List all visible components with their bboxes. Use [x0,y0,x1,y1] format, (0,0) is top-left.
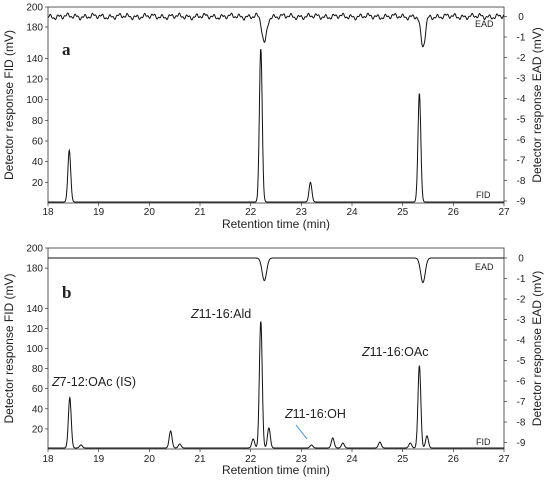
fid-tick-label: 120 [26,324,43,335]
x-tick-label: 22 [245,207,257,218]
annotation-text: 11-16:Ald [199,307,252,321]
annotation-italic-prefix: Z [51,375,60,389]
ead-tick-label: -1 [517,274,526,285]
ead-tick-label: -2 [517,295,526,306]
x-tick-label: 20 [144,207,156,218]
fid-tick-label: 180 [26,264,43,275]
ead-trace-label: EAD [475,19,494,29]
ead-trace-label: EAD [475,262,494,272]
ead-tick-label: -3 [517,74,526,85]
peak-annotation: Z11-16:OAc [361,345,428,359]
y-axis-label-left: Detector response FID (mV) [2,30,16,180]
fid-tick-label: 200 [26,244,43,255]
x-axis-label: Retention time (min) [222,217,330,231]
peak-annotation: Z7-12:OAc (IS) [51,375,136,389]
ead-tick-label: -2 [517,53,526,64]
x-tick-label: 23 [296,454,308,465]
ead-tick-label: -8 [517,418,526,429]
ead-tick-label: -6 [517,377,526,388]
ead-tick-label: -9 [517,197,526,208]
annotation-italic-prefix: Z [190,307,199,321]
fid-tick-label: 200 [26,3,43,14]
fid-tick-label: 180 [26,23,43,34]
fid-trace [48,49,504,203]
fid-tick-label: 80 [32,116,44,127]
x-tick-label: 24 [346,454,358,465]
annotation-italic-prefix: Z [284,407,293,421]
ead-tick-label: -1 [517,33,526,44]
ead-tick-label: -3 [517,315,526,326]
panel-a: 18 19 20 21 22 23 24 25 26 27 20 40 60 80 100 120 140 180… [2,3,544,232]
annotation-text: 11-16:OAc [370,345,429,359]
annotation-text: 7-12:OAc (IS) [60,375,136,389]
panel-letter: a [62,40,71,59]
x-tick-label: 19 [93,454,105,465]
peak-annotation: Z11-16:Ald [190,307,251,321]
ead-tick-label: -6 [517,135,526,146]
x-tick-label: 26 [448,454,460,465]
fid-tick-label: 80 [32,364,44,375]
fid-tick-label: 140 [26,54,43,65]
x-tick-label: 18 [42,454,54,465]
x-tick-label: 26 [448,207,460,218]
x-tick-label: 19 [93,207,105,218]
fid-tick-label: 20 [32,424,44,435]
annotation-text: 11-16:OH [293,407,346,421]
fid-trace [48,321,504,449]
x-tick-label: 24 [346,207,358,218]
y-axis-label-right: Detector response EAD (mV) [530,27,544,182]
fid-tick-label: 60 [32,137,44,148]
fid-trace-label: FID [476,437,491,447]
fid-tick-label: 40 [32,404,44,415]
ead-tick-label: 0 [518,12,524,23]
x-tick-label: 18 [42,207,54,218]
peak-annotation: Z11-16:OH [284,407,346,421]
fid-tick-label: 100 [26,344,43,355]
x-tick-label: 23 [296,207,308,218]
fid-tick-label: 60 [32,384,44,395]
ead-tick-label: -5 [517,356,526,367]
x-tick-label: 27 [498,454,510,465]
x-tick-label: 25 [397,207,409,218]
ead-tick-label: 0 [518,254,524,265]
x-tick-label: 22 [245,454,257,465]
ead-tick-label: -8 [517,176,526,187]
ead-tick-label: -4 [517,94,526,105]
fid-tick-label: 100 [26,95,43,106]
ead-tick-label: -4 [517,336,526,347]
x-axis-label: Retention time (min) [222,463,330,477]
annotation-pointer-line [295,424,308,440]
ead-trace [47,12,505,48]
ead-tick-label: -7 [517,156,526,167]
ead-trace [48,257,504,284]
x-tick-label: 21 [194,207,206,218]
fid-tick-label: 20 [32,178,44,189]
panel-letter: b [62,283,71,302]
plot-frame-b [47,247,505,450]
y-axis-label-left: Detector response FID (mV) [2,273,16,423]
x-tick-label: 25 [397,454,409,465]
annotation-italic-prefix: Z [361,345,370,359]
x-tick-label: 27 [498,207,510,218]
ead-tick-label: -7 [517,397,526,408]
y-axis-label-right: Detector response EAD (mV) [530,271,544,426]
ead-tick-label: -5 [517,115,526,126]
plot-frame-a [47,6,505,204]
fid-tick-label: 120 [26,75,43,86]
fid-tick-label: 140 [26,304,43,315]
panel-b: 18 19 20 21 22 23 24 25 26 27 20 40 60 80 100 120 140 180… [2,244,544,478]
ead-tick-label: -9 [517,438,526,449]
x-tick-label: 21 [194,454,206,465]
fid-trace-label: FID [476,190,491,200]
fid-tick-label: 40 [32,157,44,168]
x-tick-label: 20 [144,454,156,465]
